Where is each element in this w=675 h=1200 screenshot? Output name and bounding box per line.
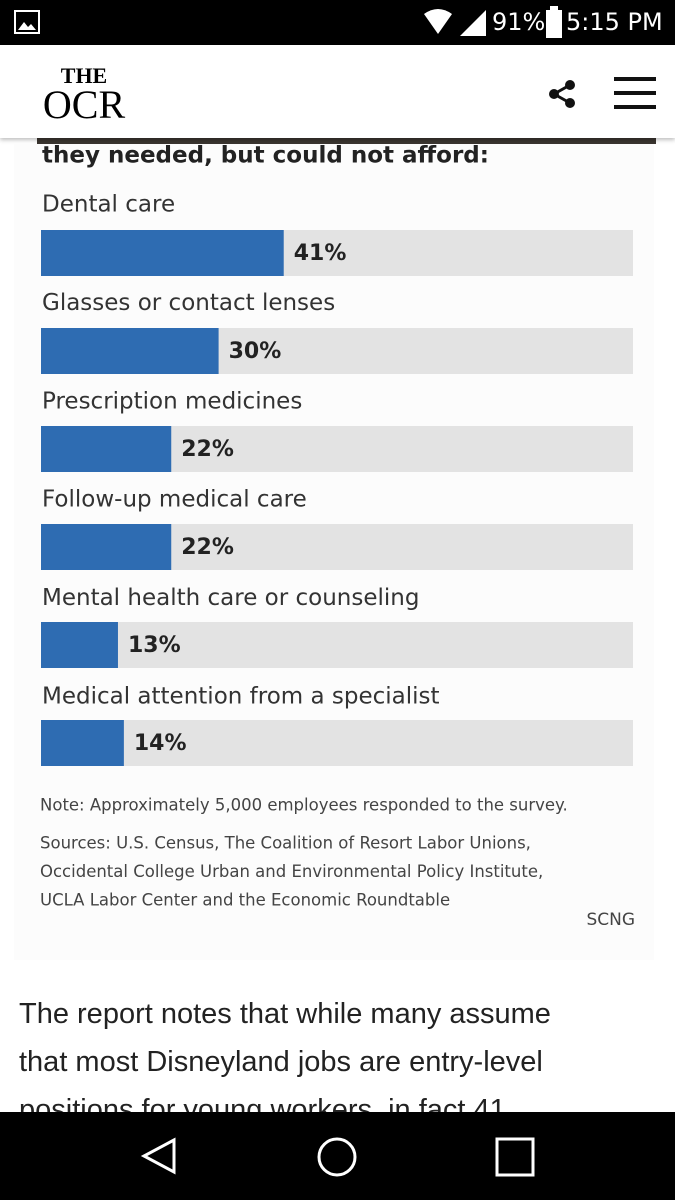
recents-button[interactable] [494, 1136, 538, 1180]
chart-note: Note: Approximately 5,000 employees resp… [40, 796, 568, 815]
value-label: 13% [128, 633, 181, 658]
site-header: THE OCR [0, 45, 675, 138]
home-button[interactable] [315, 1136, 359, 1180]
value-label: 22% [181, 437, 234, 462]
article-line: positions for young workers, in fact 41 [19, 1094, 506, 1112]
chart-credit: SCNG [586, 910, 635, 930]
signal-icons [424, 9, 486, 36]
menu-button[interactable] [614, 77, 656, 109]
back-button[interactable] [140, 1136, 180, 1176]
article-line: that most Disneyland jobs are entry-leve… [19, 1046, 543, 1078]
category-label: Medical attention from a specialist [42, 684, 440, 710]
clock: 5:15 PM [566, 8, 663, 36]
value-label: 30% [229, 339, 282, 364]
category-label: Follow-up medical care [42, 487, 307, 513]
battery-percent: 91% [492, 8, 546, 36]
status-bar: 91% 5:15 PM [0, 0, 675, 45]
chart-title: they needed, but could not afford: [42, 144, 489, 169]
chart-source: Occidental College Urban and Environment… [40, 862, 543, 881]
value-label: 14% [134, 731, 187, 756]
chart-border [37, 138, 656, 144]
bar [41, 426, 172, 472]
chart-source: UCLA Labor Center and the Economic Round… [40, 891, 450, 910]
value-label: 22% [181, 535, 234, 560]
category-label: Glasses or contact lenses [42, 290, 335, 316]
article-line: The report notes that while many assume [19, 998, 551, 1030]
logo-top[interactable]: THE [60, 63, 108, 88]
category-label: Mental health care or counseling [42, 585, 419, 611]
logo-bottom[interactable]: OCR [42, 82, 126, 127]
bar [41, 328, 219, 374]
gallery-icon [14, 10, 40, 34]
chart-source: Sources: U.S. Census, The Coalition of R… [40, 834, 531, 853]
article-body: The report notes that while many assume t… [0, 990, 675, 1112]
category-label: Dental care [42, 192, 175, 218]
category-label: Prescription medicines [42, 388, 302, 414]
bar-track [41, 622, 633, 668]
bar-track [41, 720, 633, 766]
bar [41, 524, 172, 570]
battery-icon [546, 6, 562, 38]
navigation-bar [0, 1112, 675, 1200]
bar [41, 720, 124, 766]
value-label: 41% [294, 241, 347, 266]
share-button[interactable] [548, 79, 578, 109]
chart: they needed, but could not afford: Note:… [14, 144, 654, 960]
bar [41, 230, 284, 276]
bar [41, 622, 118, 668]
